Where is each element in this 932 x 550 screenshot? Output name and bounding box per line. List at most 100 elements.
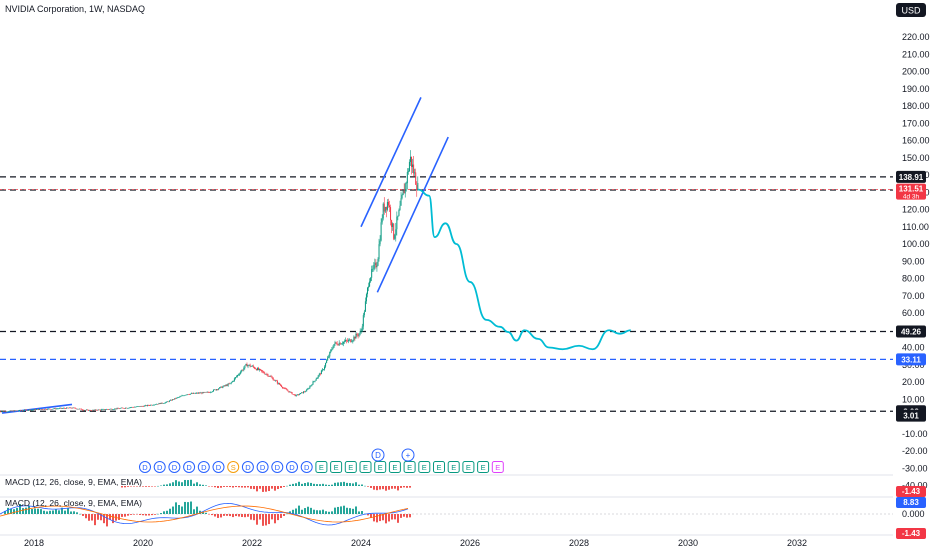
candle-body	[16, 410, 18, 412]
candle-body	[123, 408, 125, 409]
candle-body	[368, 286, 370, 288]
candle-body	[319, 373, 321, 375]
candle-body	[58, 408, 60, 409]
currency-selector[interactable]: USD	[896, 3, 926, 17]
candle-body	[383, 203, 385, 212]
x-tick-label: 2018	[24, 538, 44, 548]
macd-histogram-bar	[43, 510, 45, 514]
candle-body	[253, 367, 255, 369]
candle-body	[160, 402, 162, 404]
macd-histogram-bar	[211, 514, 213, 516]
candle-body	[392, 223, 394, 227]
marker-letter: D	[216, 463, 222, 472]
candle-body	[117, 408, 119, 409]
candle-body	[31, 409, 33, 411]
candle-body	[331, 349, 333, 350]
macd-value-box	[896, 486, 926, 497]
candle-body	[333, 344, 335, 348]
candle-body	[298, 394, 300, 395]
macd-histogram-bar	[118, 514, 120, 520]
macd-histogram-bar	[346, 482, 348, 486]
macd-histogram-bar	[340, 482, 342, 486]
candle-body	[207, 391, 209, 393]
candle-body	[132, 407, 134, 408]
split-marker	[227, 461, 240, 473]
macd-histogram-bar	[316, 484, 318, 486]
macd-value-box	[896, 497, 926, 508]
candle-body	[177, 397, 179, 398]
candle-body	[291, 392, 293, 395]
candle-body	[174, 398, 176, 400]
macd-histogram-bar	[13, 509, 15, 514]
candle-body	[27, 410, 29, 411]
macd-histogram-bar	[388, 514, 390, 522]
candle-body	[139, 406, 141, 407]
candle-body	[390, 207, 392, 221]
candle-body	[131, 407, 133, 408]
candle-body	[402, 190, 404, 195]
candle-body	[293, 394, 295, 395]
candle-body	[129, 407, 131, 409]
macd-histogram-bar	[175, 480, 177, 486]
candle-body	[68, 407, 70, 409]
candle-body	[168, 400, 170, 402]
macd-histogram-bar	[94, 514, 96, 526]
candle-body	[327, 357, 329, 361]
macd-line	[0, 502, 409, 526]
macd-histogram-bar	[301, 509, 303, 514]
candle-body	[405, 183, 407, 184]
candle-body	[95, 409, 97, 411]
candle-body	[404, 183, 406, 194]
macd-histogram-bar	[229, 486, 231, 488]
macd-histogram-bar	[409, 486, 411, 488]
candle-body	[247, 365, 249, 367]
candle-body	[17, 410, 19, 412]
candle-body	[158, 403, 160, 405]
candle-body	[165, 401, 167, 403]
candle-body	[121, 407, 123, 409]
macd-histogram-bar	[238, 486, 240, 488]
candle-body	[251, 365, 253, 367]
candle-body	[248, 364, 250, 366]
candle-body	[329, 351, 331, 357]
candle-body	[355, 333, 357, 339]
macd-histogram-bar	[166, 484, 168, 486]
candle-body	[89, 410, 91, 411]
macd-histogram-bar	[193, 483, 195, 486]
candle-body	[373, 264, 375, 269]
macd-histogram-bar	[394, 514, 396, 520]
macd-histogram-bar	[382, 514, 384, 521]
macd-histogram-bar	[310, 507, 312, 514]
candle-body	[304, 391, 306, 393]
candle-body	[49, 408, 51, 410]
candle-body	[417, 182, 419, 191]
candle-body	[252, 365, 254, 368]
level-label-box	[896, 170, 926, 183]
early-trend-line	[1, 403, 73, 414]
candle-body	[287, 390, 289, 391]
candle-body	[159, 403, 161, 404]
candle-body	[289, 391, 291, 393]
time-axis[interactable]: 2018 2020 2022 2024 2026 2028 2030 2032	[24, 538, 807, 548]
macd-histogram-bar	[199, 510, 201, 514]
candle-body	[227, 383, 229, 386]
macd-histogram-bar	[271, 514, 273, 520]
dividend-marker	[139, 461, 151, 473]
candle-body	[275, 380, 277, 382]
macd-histogram-bar	[226, 514, 228, 516]
macd-histogram-bar	[385, 486, 387, 491]
dividend-marker	[168, 461, 181, 473]
macd-histogram-bar	[391, 514, 393, 520]
candle-body	[2, 411, 4, 412]
price-candles	[0, 150, 419, 413]
candle-body	[283, 387, 285, 389]
candle-body	[262, 371, 264, 372]
current-price-box	[896, 183, 926, 200]
macd-histogram-bar	[136, 486, 138, 487]
macd-histogram-bar	[283, 486, 285, 487]
candle-body	[186, 394, 188, 395]
candle-body	[107, 409, 109, 410]
macd-histogram-bar	[394, 486, 396, 489]
macd-histogram-bar	[262, 486, 264, 492]
